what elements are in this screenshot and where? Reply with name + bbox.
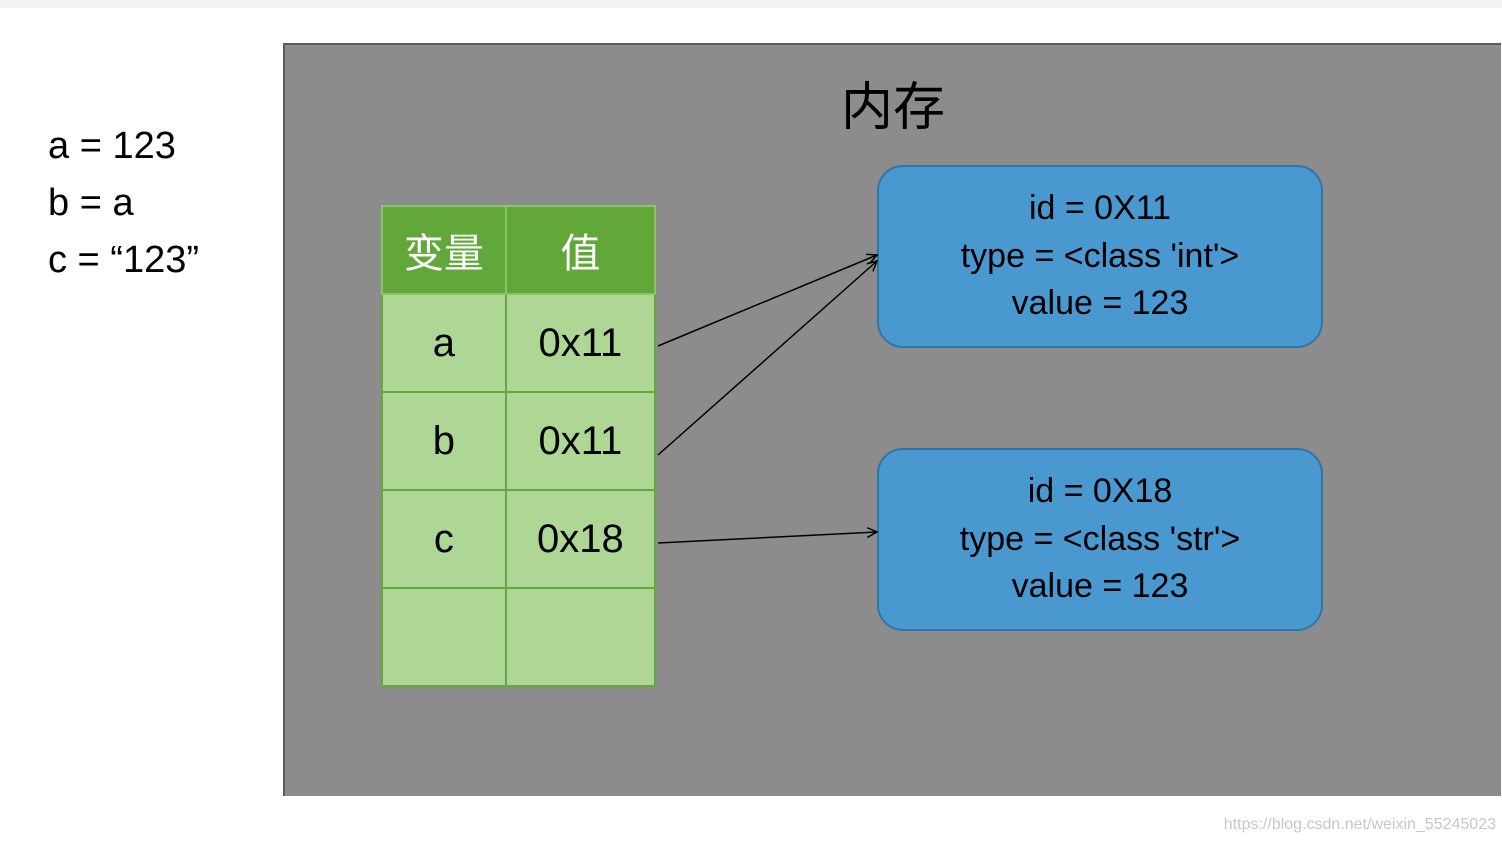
obj-line: value = 123 bbox=[899, 563, 1301, 611]
cell-val: 0x11 bbox=[506, 392, 655, 490]
cell-var: c bbox=[382, 490, 506, 588]
arrow-a-to-int bbox=[658, 255, 877, 346]
variable-table: 变量 值 a 0x11 b 0x11 c 0x18 bbox=[381, 205, 656, 687]
cell-var: a bbox=[382, 294, 506, 392]
code-block: a = 123 b = a c = “123” bbox=[48, 118, 199, 289]
code-line: b = a bbox=[48, 175, 199, 232]
watermark: https://blog.csdn.net/weixin_55245023 bbox=[1224, 816, 1496, 834]
arrow-b-to-int bbox=[658, 261, 877, 455]
top-bar bbox=[0, 0, 1502, 8]
cell-val: 0x18 bbox=[506, 490, 655, 588]
cell-val: 0x11 bbox=[506, 294, 655, 392]
object-int-box: id = 0X11 type = <class 'int'> value = 1… bbox=[877, 165, 1323, 348]
memory-panel: 内存 变量 值 a 0x11 b 0x11 c 0x18 bbox=[283, 43, 1501, 796]
table-row: b 0x11 bbox=[382, 392, 655, 490]
obj-line: id = 0X18 bbox=[899, 468, 1301, 516]
obj-line: value = 123 bbox=[899, 280, 1301, 328]
obj-line: id = 0X11 bbox=[899, 185, 1301, 233]
object-str-box: id = 0X18 type = <class 'str'> value = 1… bbox=[877, 448, 1323, 631]
obj-line: type = <class 'str'> bbox=[899, 516, 1301, 564]
table-row: c 0x18 bbox=[382, 490, 655, 588]
col-header-value: 值 bbox=[506, 206, 655, 294]
arrow-c-to-str bbox=[658, 532, 877, 543]
code-line: c = “123” bbox=[48, 232, 199, 289]
table-header-row: 变量 值 bbox=[382, 206, 655, 294]
col-header-variable: 变量 bbox=[382, 206, 506, 294]
table-row bbox=[382, 588, 655, 686]
cell-var bbox=[382, 588, 506, 686]
code-line: a = 123 bbox=[48, 118, 199, 175]
cell-val bbox=[506, 588, 655, 686]
obj-line: type = <class 'int'> bbox=[899, 233, 1301, 281]
cell-var: b bbox=[382, 392, 506, 490]
table-row: a 0x11 bbox=[382, 294, 655, 392]
memory-title: 内存 bbox=[285, 65, 1501, 140]
